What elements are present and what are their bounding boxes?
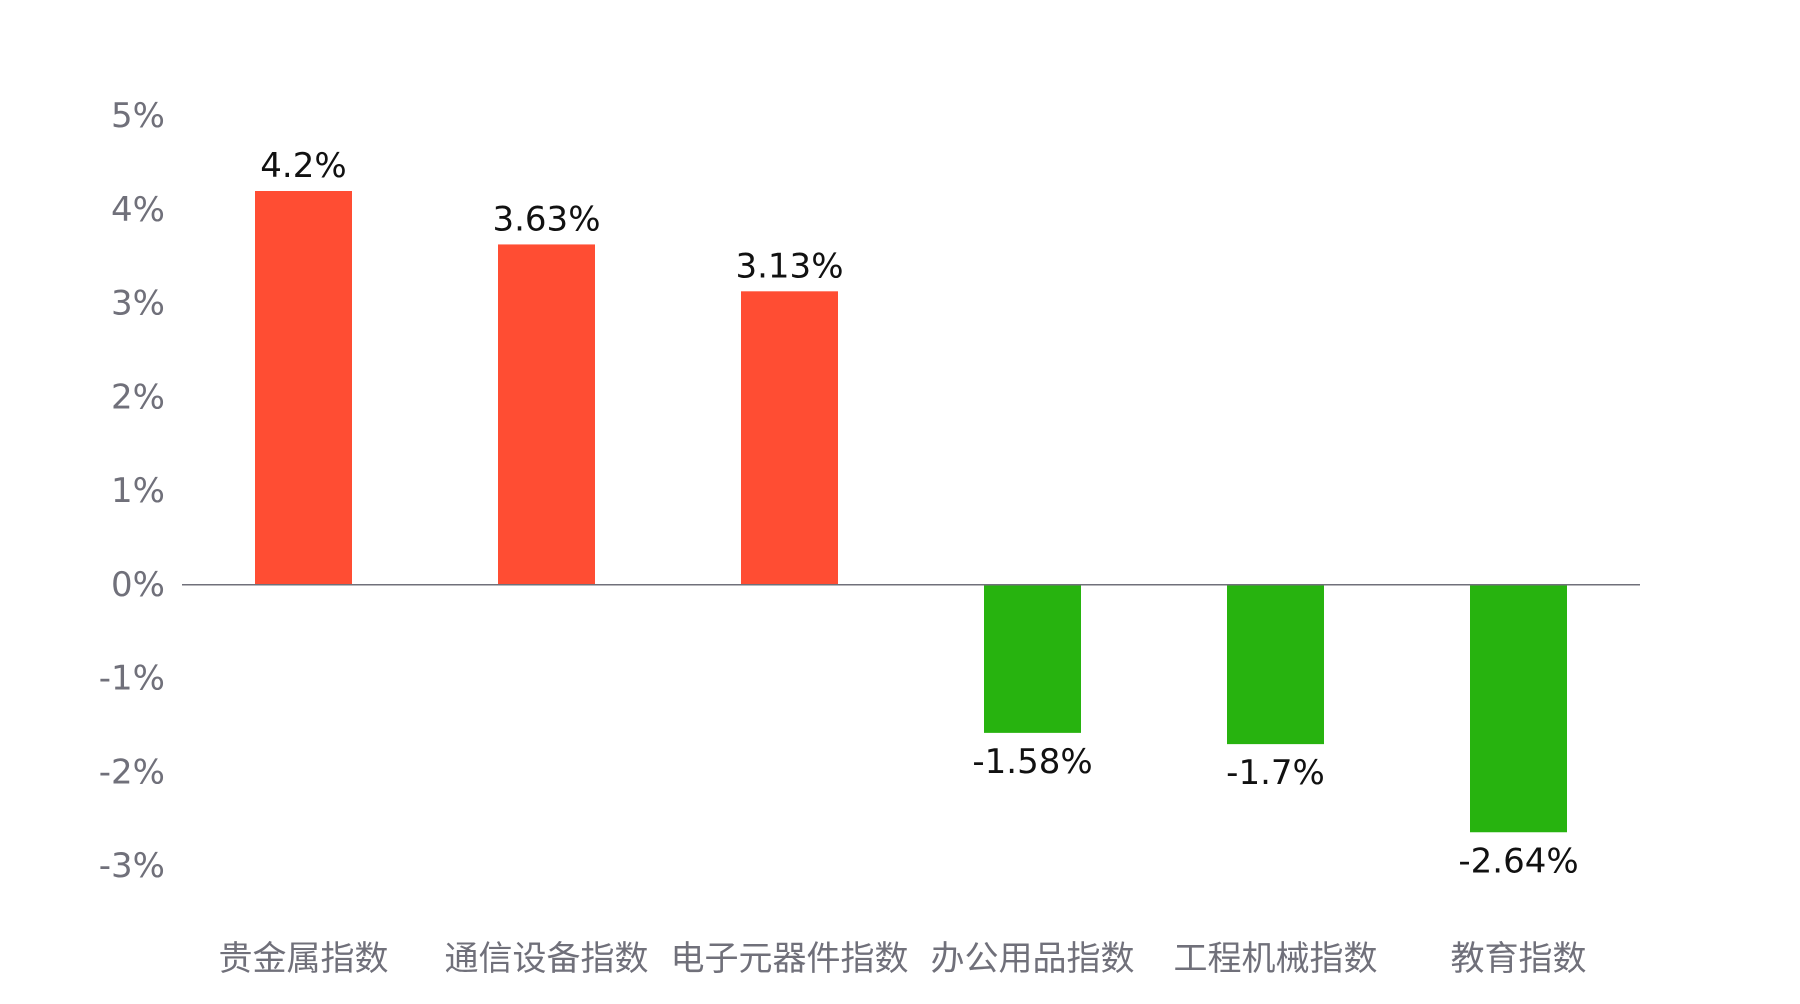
y-tick-label: 5% bbox=[111, 96, 165, 136]
y-axis: 5% 4% 3% 2% 1% 0% -1% -2% -3% bbox=[99, 96, 165, 886]
y-tick-label: 1% bbox=[111, 471, 165, 511]
x-category-label: 教育指数 bbox=[1451, 939, 1587, 979]
data-label: -1.7% bbox=[1226, 753, 1325, 793]
data-labels: 4.2% 3.63% 3.13% -1.58% -1.7% -2.64% bbox=[260, 146, 1578, 881]
y-tick-label: 4% bbox=[111, 190, 165, 230]
bar bbox=[1470, 584, 1567, 833]
x-axis: 贵金属指数 通信设备指数 电子元器件指数 办公用品指数 工程机械指数 教育指数 bbox=[219, 939, 1587, 979]
y-tick-label: 3% bbox=[111, 284, 165, 324]
y-tick-label: 0% bbox=[111, 565, 165, 605]
data-label: 4.2% bbox=[260, 146, 346, 186]
x-category-label: 贵金属指数 bbox=[219, 939, 389, 979]
y-tick-label: 2% bbox=[111, 377, 165, 417]
y-tick-label: -2% bbox=[99, 752, 165, 792]
y-tick-label: -3% bbox=[99, 846, 165, 886]
x-category-label: 电子元器件指数 bbox=[671, 939, 909, 979]
bar bbox=[255, 191, 352, 585]
bars bbox=[255, 191, 1567, 833]
data-label: 3.63% bbox=[492, 199, 600, 239]
bar bbox=[984, 584, 1081, 733]
bar bbox=[1227, 584, 1324, 745]
bar bbox=[741, 291, 838, 585]
bar bbox=[498, 244, 595, 585]
x-category-label: 通信设备指数 bbox=[445, 939, 649, 979]
x-category-label: 办公用品指数 bbox=[931, 939, 1135, 979]
y-tick-label: -1% bbox=[99, 659, 165, 699]
data-label: -2.64% bbox=[1458, 841, 1578, 881]
data-label: -1.58% bbox=[972, 742, 1092, 782]
data-label: 3.13% bbox=[735, 246, 843, 286]
x-category-label: 工程机械指数 bbox=[1174, 939, 1378, 979]
